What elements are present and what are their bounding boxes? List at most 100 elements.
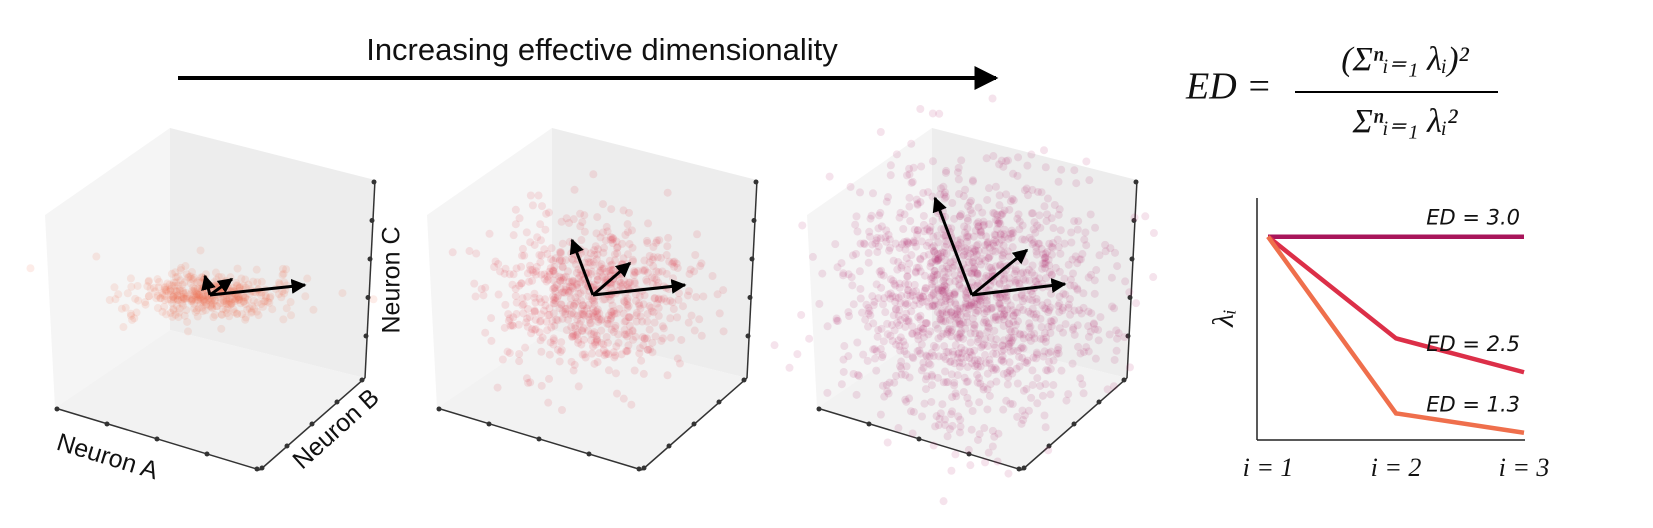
cloud-point <box>988 239 997 248</box>
cloud-point <box>937 286 946 295</box>
cloud-point <box>599 264 608 273</box>
cloud-point <box>175 304 184 313</box>
cloud-point <box>978 341 987 350</box>
formula-lhs: ED = <box>1185 66 1272 108</box>
cloud-point <box>187 297 196 306</box>
cloud-point <box>942 237 951 246</box>
cloud-point <box>981 351 990 360</box>
cloud-point <box>907 139 916 148</box>
cloud-point <box>927 348 936 357</box>
cloud-point <box>917 366 926 375</box>
cloud-point <box>606 235 615 244</box>
cloud-point <box>623 303 632 312</box>
cloud-point <box>580 211 589 220</box>
cloud-point <box>198 291 207 300</box>
cloud-point <box>1076 374 1085 383</box>
cloud-point <box>549 336 558 345</box>
cloud-point <box>619 309 628 318</box>
cloud-point <box>1105 330 1114 339</box>
cloud-point <box>1055 308 1064 317</box>
cloud-point <box>185 272 194 281</box>
cloud-point <box>957 156 966 165</box>
cloud-point <box>989 241 998 250</box>
cloud-point <box>882 197 891 206</box>
cloud-point <box>1003 296 1012 305</box>
cloud-point <box>1043 194 1052 203</box>
cloud-point <box>239 297 248 306</box>
cloud-point <box>969 298 978 307</box>
cloud-point <box>937 225 946 234</box>
cloud-point <box>1090 276 1099 285</box>
cloud-point <box>558 262 567 271</box>
cloud-point <box>697 259 706 268</box>
cloud-point <box>916 255 925 264</box>
cloud-point <box>536 258 545 267</box>
cloud-point <box>994 219 1003 228</box>
cloud-point <box>987 305 996 314</box>
cloud-point <box>549 292 558 301</box>
cloud-point <box>1073 225 1082 234</box>
cloud-point <box>1055 267 1064 276</box>
cloud-point <box>550 283 559 292</box>
cloud-point <box>924 359 933 368</box>
cloud-point <box>201 291 210 300</box>
cloud-point <box>152 294 161 303</box>
cloud-point <box>919 333 928 342</box>
cloud-point <box>590 246 599 255</box>
floor <box>55 330 365 470</box>
cloud-point <box>500 269 509 278</box>
cloud-point <box>506 321 515 330</box>
cloud-point <box>973 300 982 309</box>
cloud-point <box>969 257 978 266</box>
cloud-point <box>169 306 178 315</box>
cloud-point <box>892 340 901 349</box>
cloud-point <box>963 233 972 242</box>
cloud-point <box>1049 356 1058 365</box>
cloud-point <box>253 278 262 287</box>
cloud-point <box>657 295 666 304</box>
cloud-point <box>851 220 860 229</box>
cloud-point <box>528 276 537 285</box>
cloud-point <box>983 342 992 351</box>
cloud-point <box>227 299 236 308</box>
cloud-point <box>627 400 636 409</box>
cloud-point <box>569 284 578 293</box>
cloud-point <box>580 350 589 359</box>
cloud-point <box>872 347 881 356</box>
cloud-point <box>645 345 654 354</box>
cloud-point <box>674 295 683 304</box>
cloud-point <box>597 338 606 347</box>
cloud-point <box>924 188 933 197</box>
cloud-point <box>1005 339 1014 348</box>
cloud-point <box>912 263 921 272</box>
cloud-point <box>1007 327 1016 336</box>
cloud-point <box>167 281 176 290</box>
tick <box>1127 295 1133 300</box>
cloud-point <box>941 242 950 251</box>
cloud-point <box>1009 333 1018 342</box>
cloud-point <box>984 238 993 247</box>
cloud-point <box>1047 214 1056 223</box>
cloud-point <box>961 287 970 296</box>
cloud-point <box>537 298 546 307</box>
cloud-point <box>522 318 531 327</box>
cloud-point <box>544 398 553 407</box>
cloud-point <box>941 367 950 376</box>
cloud-point <box>976 297 985 306</box>
cloud-point <box>144 292 153 301</box>
cloud-point <box>576 222 585 231</box>
cloud-point <box>509 231 518 240</box>
cloud-point <box>942 262 951 271</box>
cloud-point <box>874 242 883 251</box>
cloud-point <box>511 205 520 214</box>
cloud-point <box>1044 255 1053 264</box>
cloud-point <box>901 245 910 254</box>
cloud-point <box>196 246 205 255</box>
cloud-point <box>650 274 659 283</box>
cloud-point <box>509 270 518 279</box>
cloud-point <box>556 277 565 286</box>
cloud-point <box>973 219 982 228</box>
cloud-point <box>916 311 925 320</box>
cloud-point <box>1101 240 1110 249</box>
cloud-point <box>584 258 593 267</box>
